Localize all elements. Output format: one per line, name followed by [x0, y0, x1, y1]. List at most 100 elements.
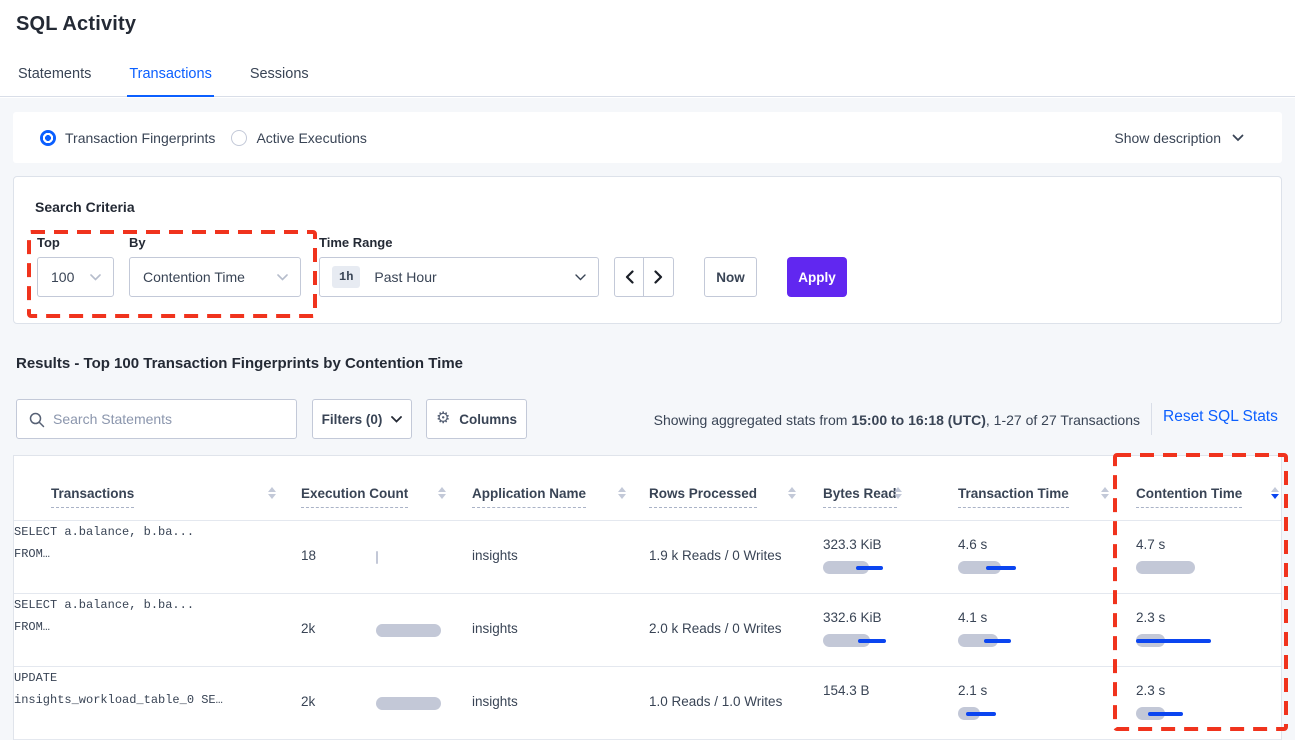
transaction-fingerprint-link[interactable]: SELECT a.balance, b.ba... FROM…: [14, 598, 195, 634]
column-header-transaction-time[interactable]: Transaction Time: [958, 486, 1069, 508]
top-select[interactable]: 100: [37, 257, 114, 297]
by-select-value: Contention Time: [143, 269, 245, 285]
transaction-time-metric: 4.1 s: [958, 610, 1048, 647]
tab-sessions[interactable]: Sessions: [249, 66, 309, 82]
search-icon: [29, 412, 45, 428]
search-criteria-title: Search Criteria: [35, 199, 135, 215]
radio-transaction-fingerprints[interactable]: Transaction Fingerprints: [40, 129, 216, 146]
application-name-value: insights: [472, 694, 518, 709]
table-header-row: Transactions Execution Count Application…: [14, 456, 1281, 521]
application-name-value: insights: [472, 548, 518, 563]
rows-processed-value: 1.0 Reads / 1.0 Writes: [649, 694, 783, 709]
transaction-time-bar: [958, 707, 1048, 720]
columns-label: Columns: [459, 411, 518, 427]
time-range-select[interactable]: 1h Past Hour: [319, 257, 599, 297]
table-row: SELECT a.balance, b.ba... FROM… 2k insig…: [14, 594, 1281, 667]
apply-button[interactable]: Apply: [787, 257, 847, 297]
transaction-time-metric: 4.6 s: [958, 537, 1048, 574]
page-title: SQL Activity: [16, 13, 137, 35]
execution-count-bar: [376, 624, 456, 637]
execution-count-bar: [376, 697, 456, 710]
column-header-rows-processed[interactable]: Rows Processed: [649, 486, 758, 508]
tab-bar: Statements Transactions Sessions: [0, 60, 1295, 97]
results-heading: Results - Top 100 Transaction Fingerprin…: [16, 355, 464, 372]
column-header-application-name[interactable]: Application Name: [472, 486, 587, 508]
columns-button[interactable]: ⚙ Columns: [426, 399, 527, 439]
radio-active-executions[interactable]: Active Executions: [231, 129, 367, 146]
column-header-transactions[interactable]: Transactions: [51, 486, 135, 508]
contention-time-bar: [1136, 634, 1226, 647]
top-label: Top: [37, 235, 60, 250]
filters-label: Filters (0): [321, 411, 383, 427]
bytes-read-metric: 323.3 KiB: [823, 537, 913, 574]
chevron-down-icon: [391, 415, 403, 423]
toolbar-divider: [1151, 403, 1152, 435]
by-label: By: [129, 235, 146, 250]
execution-count-value: 2k: [301, 621, 316, 636]
gear-icon: ⚙: [435, 410, 451, 427]
contention-time-metric: 4.7 s: [1136, 537, 1226, 574]
sort-icon[interactable]: [1101, 487, 1109, 499]
sort-icon[interactable]: [788, 487, 796, 499]
sort-icon[interactable]: [268, 487, 276, 499]
now-button[interactable]: Now: [704, 257, 757, 297]
search-input[interactable]: [53, 401, 291, 437]
view-toggle-card: Transaction Fingerprints Active Executio…: [13, 112, 1282, 163]
search-statements-box: [16, 399, 297, 439]
top-select-value: 100: [51, 269, 75, 285]
radio-label: Active Executions: [256, 129, 367, 146]
next-time-button[interactable]: [644, 258, 673, 296]
application-name-value: insights: [472, 621, 518, 636]
chevron-down-icon: [277, 274, 288, 281]
tab-statements[interactable]: Statements: [18, 66, 92, 82]
bytes-read-bar: [823, 561, 913, 574]
execution-count-value: 18: [301, 548, 317, 563]
filters-button[interactable]: Filters (0): [312, 399, 412, 439]
sort-icon[interactable]: [894, 487, 902, 499]
rows-processed-value: 2.0 k Reads / 0 Writes: [649, 621, 782, 636]
rows-processed-value: 1.9 k Reads / 0 Writes: [649, 548, 782, 563]
show-description-label: Show description: [1114, 129, 1221, 146]
transaction-fingerprint-link[interactable]: UPDATE insights_workload_table_0 SE…: [14, 671, 223, 707]
bytes-read-bar: [823, 634, 913, 647]
contention-time-bar: [1136, 561, 1226, 574]
radio-label: Transaction Fingerprints: [65, 129, 216, 146]
contention-time-metric: 2.3 s: [1136, 610, 1226, 647]
bytes-read-metric: 332.6 KiB: [823, 610, 913, 647]
radio-selected-icon: [40, 129, 56, 146]
execution-count-value: 2k: [301, 694, 316, 709]
transaction-time-bar: [958, 634, 1048, 647]
chevron-down-icon: [575, 274, 586, 281]
column-header-bytes-read[interactable]: Bytes Read: [823, 486, 897, 508]
reset-sql-stats-link[interactable]: Reset SQL Stats: [1163, 408, 1278, 425]
sort-icon-active-desc[interactable]: [1271, 487, 1279, 499]
transactions-table: Transactions Execution Count Application…: [13, 455, 1282, 740]
table-row: UPDATE insights_workload_table_0 SE… 2k …: [14, 667, 1281, 740]
tab-transactions[interactable]: Transactions: [127, 60, 214, 97]
transaction-time-bar: [958, 561, 1048, 574]
by-select[interactable]: Contention Time: [129, 257, 301, 297]
aggregated-stats-text: Showing aggregated stats from 15:00 to 1…: [653, 412, 1140, 428]
contention-time-metric: 2.3 s: [1136, 683, 1226, 720]
chevron-right-icon: [654, 270, 663, 284]
stats-time-range: 15:00 to 16:18 (UTC): [851, 412, 986, 428]
transaction-time-metric: 2.1 s: [958, 683, 1048, 720]
bytes-read-metric: 154.3 B: [823, 683, 913, 720]
time-range-value: Past Hour: [374, 269, 437, 285]
search-criteria-card: Search Criteria Top By Time Range 100 Co…: [13, 176, 1282, 324]
transaction-fingerprint-link[interactable]: SELECT a.balance, b.ba... FROM…: [14, 525, 195, 561]
column-header-execution-count[interactable]: Execution Count: [301, 486, 409, 508]
show-description-toggle[interactable]: Show description: [1114, 112, 1244, 163]
prev-time-button[interactable]: [615, 258, 644, 296]
time-range-label: Time Range: [319, 235, 393, 250]
time-range-badge: 1h: [332, 266, 361, 288]
bytes-read-bar: [823, 707, 913, 720]
column-header-contention-time[interactable]: Contention Time: [1136, 486, 1243, 508]
radio-unselected-icon: [231, 129, 248, 146]
chevron-down-icon: [90, 274, 101, 281]
sort-icon[interactable]: [438, 487, 446, 499]
time-range-stepper: [614, 257, 674, 297]
chevron-down-icon: [1232, 134, 1244, 141]
contention-time-bar: [1136, 707, 1226, 720]
sort-icon[interactable]: [618, 487, 626, 499]
